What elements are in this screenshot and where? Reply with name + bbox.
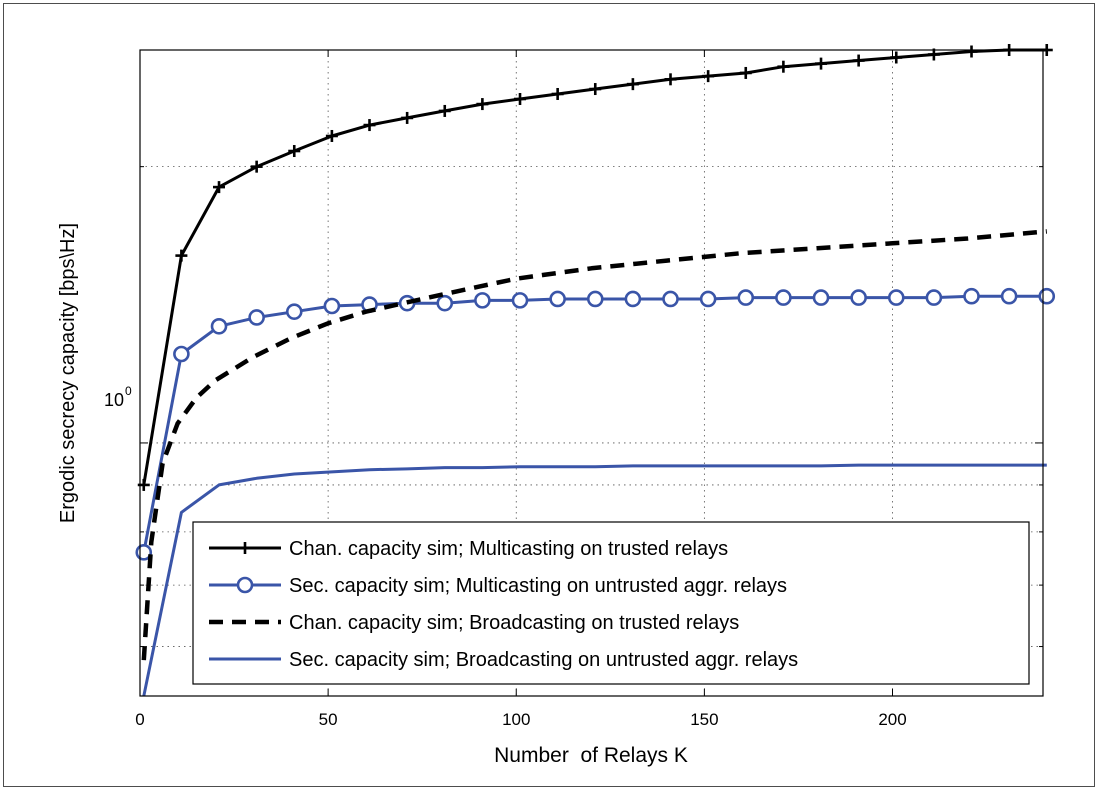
data-point-circle	[236, 576, 254, 594]
series-1	[137, 44, 1053, 491]
legend-label: Sec. capacity sim; Broadcasting on untru…	[289, 649, 798, 671]
data-point-circle	[925, 289, 943, 306]
data-point-circle	[662, 290, 679, 308]
data-point-circle	[699, 290, 717, 308]
data-point-circle	[248, 309, 265, 326]
data-point-circle	[1038, 287, 1056, 305]
legend-label: Chan. capacity sim; Multicasting on trus…	[289, 538, 728, 560]
x-tick-label: 0	[135, 710, 144, 729]
legend-box	[192, 521, 1030, 685]
x-tick-label: 200	[878, 710, 906, 729]
x-axis-label: Number of Relays K	[494, 744, 688, 767]
legend-entry: Sec. capacity sim; Multicasting on untru…	[209, 575, 787, 597]
legend-label: Chan. capacity sim; Broadcasting on trus…	[289, 612, 739, 634]
data-point-circle	[210, 317, 228, 335]
data-point-circle	[1000, 287, 1018, 305]
data-point-circle	[549, 290, 566, 308]
data-point-circle	[285, 303, 303, 320]
x-axis-ticks	[139, 50, 893, 696]
series-4	[142, 463, 1047, 697]
x-tick-label: 150	[690, 710, 718, 729]
x-tick-label: 100	[502, 710, 530, 729]
data-point-circle	[511, 292, 529, 309]
legend-entry: Sec. capacity sim; Broadcasting on untru…	[209, 649, 798, 671]
data-point-circle	[850, 289, 867, 306]
data-point-circle	[812, 289, 830, 306]
data-point-circle	[887, 289, 905, 306]
y-axis-tick-label: 10 0	[104, 384, 132, 410]
data-point-circle	[323, 297, 341, 315]
data-point-circle	[963, 287, 980, 305]
data-point-circle	[173, 345, 190, 363]
series-line	[142, 463, 1047, 697]
y-axis-label: Ergodic secrecy capacity [bps\Hz]	[57, 223, 79, 523]
data-point-circle	[586, 290, 604, 308]
legend-entry: Chan. capacity sim; Multicasting on trus…	[209, 538, 728, 560]
data-point-circle	[775, 289, 792, 306]
x-tick-label: 50	[319, 710, 338, 729]
x-axis-tick-labels: 0 50 100 150 200	[135, 710, 906, 729]
legend-label: Sec. capacity sim; Multicasting on untru…	[289, 575, 787, 597]
data-point-circle	[436, 294, 454, 312]
plot-border	[139, 49, 1044, 697]
legend-entry: Chan. capacity sim; Broadcasting on trus…	[209, 612, 739, 634]
data-point-circle	[737, 289, 755, 306]
y-tick-base: 10	[104, 390, 124, 410]
data-point-circle	[474, 292, 491, 309]
legend: Chan. capacity sim; Multicasting on trus…	[192, 521, 1030, 685]
data-point-circle	[624, 290, 642, 308]
y-tick-exponent: 0	[125, 384, 132, 398]
